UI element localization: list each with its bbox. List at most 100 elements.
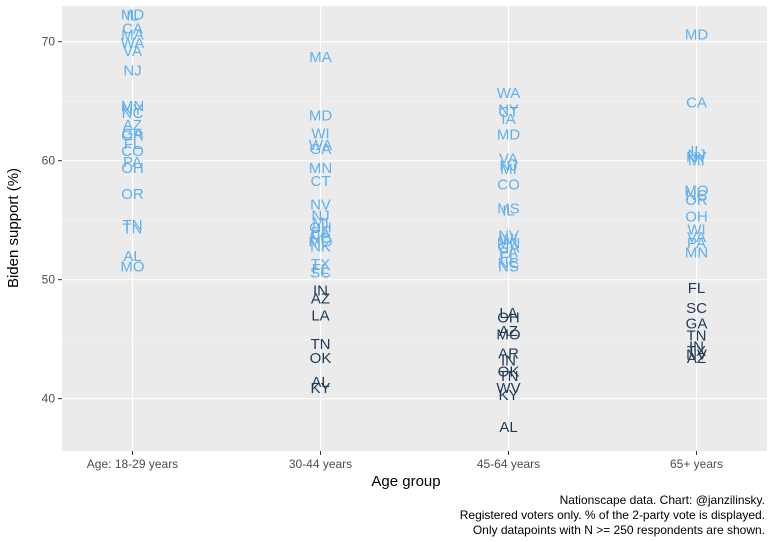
point-label: NK [310,238,331,255]
point-label: NY [122,102,143,119]
point-label: TX [311,256,330,273]
point-label: TN [123,221,143,238]
point-label: FL [124,136,142,153]
caption-filter: Only datapoints with N >= 250 respondent… [472,523,765,537]
y-tick-label: 60 [42,154,56,168]
point-label: CA [310,226,331,243]
point-label: MO [308,234,332,251]
point-label: CO [497,176,520,193]
point-label: WI [311,125,329,142]
point-label: IN [501,353,516,370]
point-label: VA [123,43,142,60]
point-label: AR [498,345,519,362]
point-label: IA [501,111,515,128]
point-label: NC [498,255,520,272]
point-label: WA [121,35,145,52]
point-label: FL [312,261,330,278]
point-label: MD [121,6,144,23]
point-label: OH [309,219,332,236]
point-label: MS [497,200,520,217]
point-label: OR [121,186,144,203]
point-label: NY [498,102,519,119]
point-label: TN [687,328,707,345]
y-tick-label: 40 [42,392,56,406]
point-label: IL [126,8,139,25]
point-label: MN [497,235,520,252]
point-label: SC [310,265,331,282]
point-label: PA [311,224,330,241]
caption-note: Registered voters only. % of the 2-party… [459,508,765,522]
point-label: VA [499,150,518,167]
point-label: NY [686,149,707,166]
point-label: KY [310,380,330,397]
point-label: MD [497,127,520,144]
point-label: PA [499,244,518,261]
point-label: NC [686,187,708,204]
point-label: FL [688,280,706,297]
x-tick-label: 30-44 years [289,457,352,471]
point-label: WA [309,137,333,154]
point-label: NJ [123,62,141,79]
point-label: NC [122,105,144,122]
point-label: NV [498,228,519,245]
point-label: IN [313,282,328,299]
point-label: IL [502,203,515,220]
point-label: NS [498,259,519,276]
point-label: KY [498,387,518,404]
point-label: PA [123,154,142,171]
point-label: NJ [687,147,705,164]
point-label: MI [312,215,329,232]
point-label: SC [686,300,707,317]
point-label: MN [309,160,332,177]
point-label: MA [309,49,332,66]
point-label: AZ [311,291,330,308]
point-label: OH [497,310,520,327]
y-tick-label: 70 [42,35,56,49]
point-label: FL [500,249,518,266]
point-label: GA [122,125,144,142]
point-label: GA [686,316,708,333]
point-label: OK [310,350,332,367]
y-axis-label: Biden support (%) [5,168,22,288]
point-label: OH [121,160,144,177]
point-label: MO [120,259,144,276]
chart: 40 50 60 70 Age: 18-29 years 30-44 years 45-6… [5,6,767,490]
point-label: AL [311,374,329,391]
point-label: TN [123,217,143,234]
point-label: NV [310,197,331,214]
point-label: AL [123,248,141,265]
point-label: CT [311,173,331,190]
point-label: MI [500,161,517,178]
point-label: WA [497,85,521,102]
point-label: MO [684,182,708,199]
y-tick-label: 50 [42,273,56,287]
point-label: CO [121,143,144,160]
y-axis: 40 50 60 70 [42,35,62,406]
point-label: NJ [311,207,329,224]
point-label: MD [309,107,332,124]
point-label: IN [689,338,704,355]
point-label: TN [311,336,331,353]
point-label: MN [685,244,708,261]
point-label: OK [498,363,520,380]
point-label: NV [686,347,707,364]
point-label: WI [499,231,517,248]
x-axis: Age: 18-29 years 30-44 years 45-64 years 65… [87,451,723,471]
point-label: AZ [123,117,142,134]
x-tick-label: Age: 18-29 years [87,457,178,471]
point-label: CT [499,104,519,121]
point-label: AZ [687,350,706,367]
x-tick-label: 45-64 years [477,457,540,471]
point-label: LA [311,307,329,324]
point-label: OH [685,209,708,226]
point-label: AZ [499,323,518,340]
point-label: MD [685,27,708,44]
point-label: OR [121,128,144,145]
point-label: VA [687,229,706,246]
plot-panel [62,6,767,451]
x-tick-label: 65+ years [670,457,723,471]
point-label: WV [496,380,520,397]
data-points: MDILCAMAWAVANJMNNYNCAZGAORFLCOPAOHORTNTN… [120,6,708,436]
point-label: CA [686,94,707,111]
x-axis-label: Age group [371,473,440,490]
